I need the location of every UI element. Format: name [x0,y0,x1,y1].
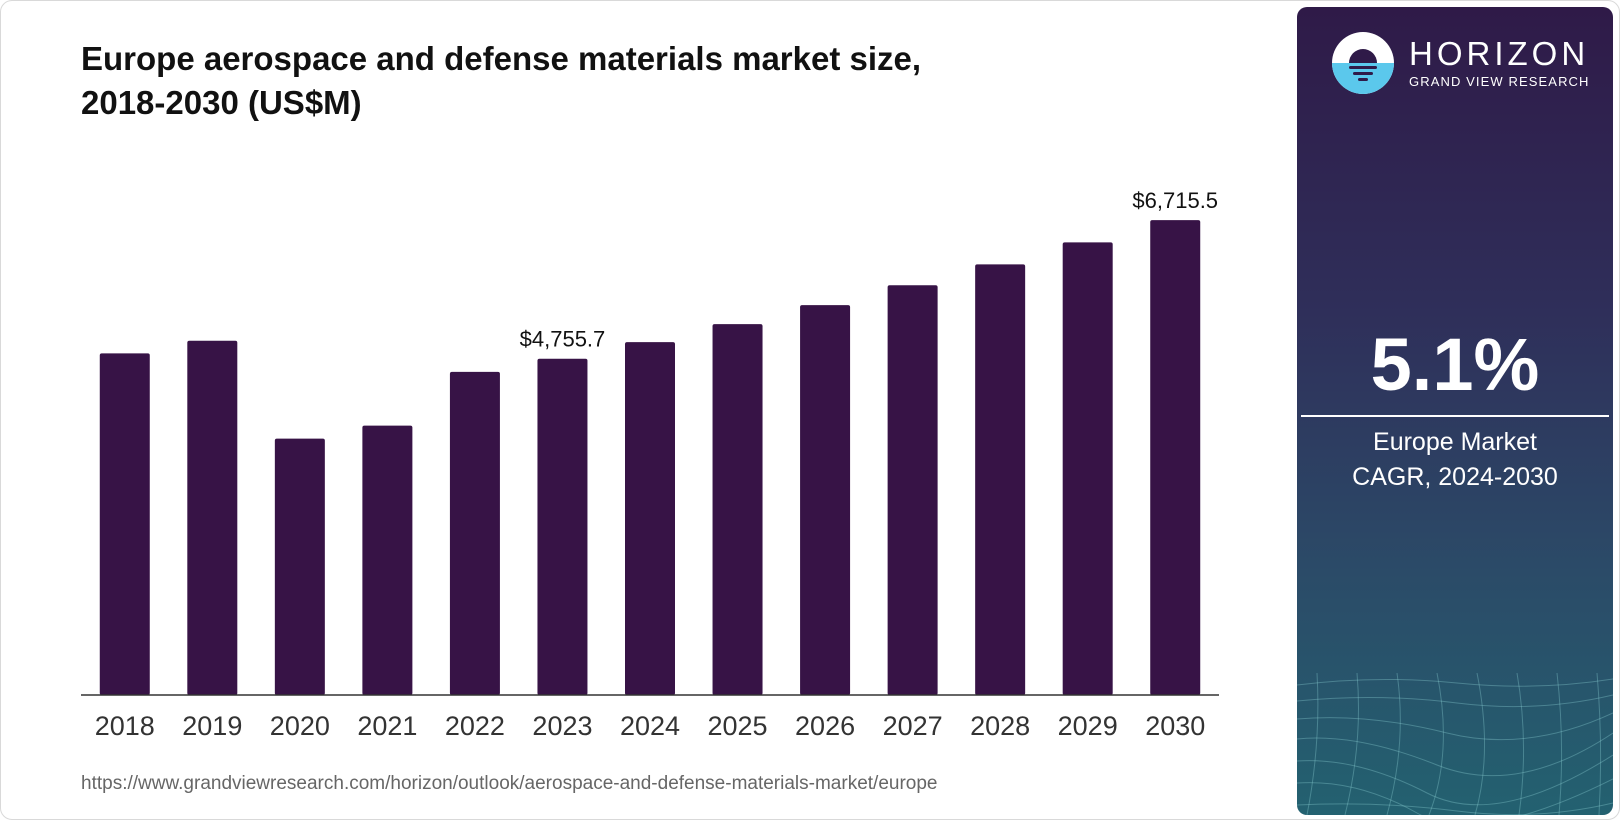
cagr-value: 5.1% [1370,323,1540,406]
chart-title: Europe aerospace and defense materials m… [81,37,1081,125]
bar-2024 [625,342,675,695]
x-tick-label-2020: 2020 [270,711,330,741]
sunrise-logo-icon [1332,32,1394,94]
bar-2022 [449,371,500,695]
bar-2028 [975,264,1026,695]
bar-2029 [1062,242,1113,696]
x-tick-label-2029: 2029 [1058,711,1118,741]
x-tick-label-2019: 2019 [182,711,242,741]
wave-pattern-decoration [1297,673,1613,815]
chart-title-line-2: 2018-2030 (US$M) [81,84,362,121]
cagr-panel: HORIZON GRAND VIEW RESEARCH 5.1% Europe … [1297,7,1613,815]
cagr-divider [1301,415,1609,417]
data-label-2030: $6,715.5 [1132,188,1218,213]
bar-2030 [1150,220,1201,695]
bar-2025 [712,324,763,695]
x-tick-label-2021: 2021 [357,711,417,741]
x-tick-label-2023: 2023 [532,711,592,741]
bar-2023 [537,358,588,695]
brand-subtitle: GRAND VIEW RESEARCH [1409,74,1590,89]
bar-chart: 2018 2019 2020 2021 2022 2023 $4,755.7 2024 2025… [81,188,1219,741]
x-tick-label-2022: 2022 [445,711,505,741]
cagr-label-line-1: Europe Market [1373,428,1537,456]
bar-2021 [362,425,413,695]
bar-2027 [887,285,938,695]
bar-2019 [187,340,238,695]
bar-2026 [800,305,851,695]
bar-2018 [99,353,150,695]
x-tick-label-2024: 2024 [620,711,680,741]
source-url[interactable]: https://www.grandviewresearch.com/horizo… [81,773,938,794]
x-tick-label-2018: 2018 [95,711,155,741]
brand-name: HORIZON [1409,35,1590,72]
cagr-label-line-2: CAGR, 2024-2030 [1352,463,1558,491]
data-label-2023: $4,755.7 [520,327,606,352]
bar-2020 [274,438,325,695]
x-tick-label-2027: 2027 [883,711,943,741]
x-tick-label-2028: 2028 [970,711,1030,741]
cagr-label: Europe Market CAGR, 2024-2030 [1297,425,1613,495]
x-tick-label-2025: 2025 [707,711,767,741]
chart-title-line-1: Europe aerospace and defense materials m… [81,40,922,77]
x-tick-label-2026: 2026 [795,711,855,741]
x-tick-label-2030: 2030 [1145,711,1205,741]
